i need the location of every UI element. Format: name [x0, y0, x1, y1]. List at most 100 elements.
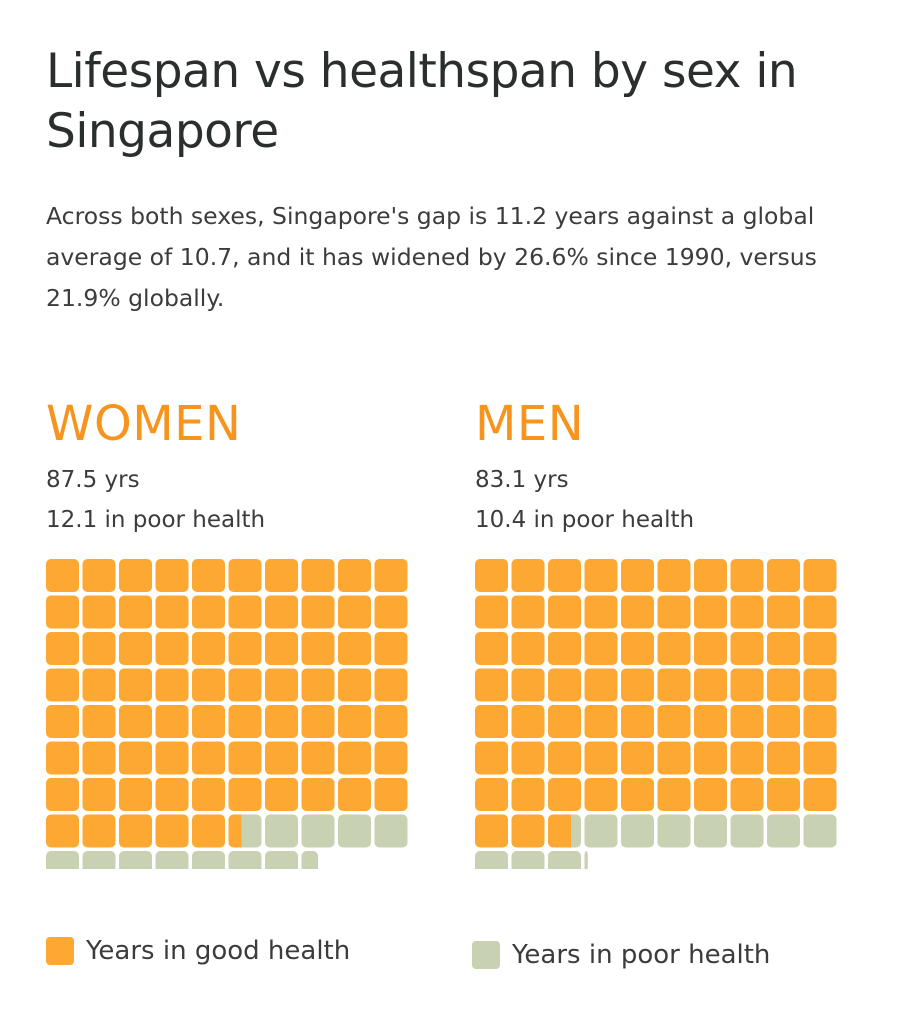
waffle-cell-good: [767, 705, 800, 738]
waffle-cell-poor: [548, 851, 581, 869]
waffle-cell-good: [82, 668, 116, 702]
waffle-cell-good: [192, 741, 225, 775]
waffle-cell-good: [155, 668, 189, 702]
waffle-cell: [265, 632, 298, 665]
waffle-cell-good: [475, 632, 508, 665]
waffle-cell-good: [374, 559, 408, 592]
waffle-cell: [657, 559, 691, 592]
waffle-cell: [657, 741, 691, 775]
waffle-cell: [82, 559, 116, 592]
waffle-cell-good: [82, 559, 116, 592]
waffle-cell-good: [803, 632, 837, 665]
waffle-cell: [338, 595, 371, 629]
waffle-cell-good: [82, 705, 116, 738]
waffle-cell: [548, 778, 581, 811]
waffle-cell: [119, 595, 152, 629]
waffle-cell-good: [657, 632, 691, 665]
waffle-cell-good: [475, 741, 508, 775]
waffle-cell: [301, 851, 318, 869]
waffle-cell-poor: [803, 814, 837, 848]
waffle-cell-good: [584, 595, 618, 629]
waffle-cell-good: [228, 814, 242, 848]
waffle-cell: [584, 559, 618, 592]
waffle-cell: [694, 632, 727, 665]
waffle-cell: [192, 851, 225, 869]
waffle-cell: [657, 814, 691, 848]
waffle-cell-good: [301, 632, 335, 665]
waffle-cell: [301, 559, 335, 592]
panel-label-men: MEN: [475, 396, 585, 452]
waffle-cell: [548, 632, 581, 665]
waffle-cell-good: [228, 778, 262, 811]
waffle-cell: [584, 668, 618, 702]
waffle-cell-good: [657, 668, 691, 702]
waffle-cell: [46, 814, 79, 848]
waffle-cell-poor: [82, 851, 116, 869]
waffle-cell: [82, 595, 116, 629]
waffle-cell: [82, 632, 116, 665]
waffle-cell: [46, 595, 79, 629]
waffle-cell-good: [155, 559, 189, 592]
waffle-cell: [767, 595, 800, 629]
legend-label-good: Years in good health: [86, 936, 351, 966]
lifespan-men: 83.1 yrs: [475, 467, 569, 493]
waffle-cell-poor: [265, 814, 298, 848]
waffle-men: [475, 559, 837, 869]
waffle-cell-good: [548, 741, 581, 775]
waffle-cell: [511, 632, 545, 665]
waffle-cell-good: [621, 632, 654, 665]
waffle-cell-good: [730, 595, 764, 629]
waffle-cell: [621, 595, 654, 629]
waffle-cell: [228, 668, 262, 702]
waffle-cell-good: [730, 632, 764, 665]
waffle-cell-good: [374, 632, 408, 665]
waffle-cell-good: [82, 778, 116, 811]
waffle-cell: [228, 705, 262, 738]
waffle-cell-good: [338, 741, 371, 775]
waffle-cell: [803, 559, 837, 592]
waffle-cell: [265, 595, 298, 629]
waffle-cell-good: [511, 595, 545, 629]
waffle-cell-good: [374, 705, 408, 738]
waffle-cell-poor: [694, 814, 727, 848]
waffle-cell-good: [374, 668, 408, 702]
waffle-cell-good: [155, 814, 189, 848]
waffle-cell-good: [301, 705, 335, 738]
waffle-cell-good: [155, 705, 189, 738]
waffle-cell: [730, 595, 764, 629]
waffle-cell: [228, 851, 262, 869]
waffle-cell-good: [730, 668, 764, 702]
waffle-cell: [803, 668, 837, 702]
waffle-cell: [82, 668, 116, 702]
panel-men: MEN 83.1 yrs 10.4 in poor health: [475, 388, 837, 869]
waffle-cell: [730, 778, 764, 811]
waffle-cell: [46, 741, 79, 775]
waffle-cell-good: [265, 595, 298, 629]
waffle-cell: [374, 705, 408, 738]
waffle-cell: [767, 778, 800, 811]
waffle-cell-good: [548, 559, 581, 592]
waffle-cell-good: [548, 814, 572, 848]
waffle-cell: [374, 595, 408, 629]
waffle-cell-good: [265, 559, 298, 592]
waffle-cell-good: [192, 705, 225, 738]
legend-swatch-good: [46, 937, 74, 965]
waffle-cell: [548, 668, 581, 702]
waffle-cell: [475, 778, 508, 811]
waffle-cell: [548, 851, 581, 869]
waffle-cell-good: [46, 668, 79, 702]
waffle-cell-good: [767, 778, 800, 811]
waffle-cell: [730, 741, 764, 775]
waffle-cell-good: [803, 595, 837, 629]
waffle-cell: [338, 741, 371, 775]
waffle-cell-poor: [621, 814, 654, 848]
waffle-cell: [694, 668, 727, 702]
legend-item-poor: Years in poor health: [472, 940, 770, 970]
waffle-cell: [548, 595, 581, 629]
waffle-cell: [694, 559, 727, 592]
waffle-cell: [265, 705, 298, 738]
waffle-cell: [548, 814, 581, 848]
waffle-cell: [730, 632, 764, 665]
waffle-cell-good: [228, 559, 262, 592]
waffle-cell: [82, 778, 116, 811]
